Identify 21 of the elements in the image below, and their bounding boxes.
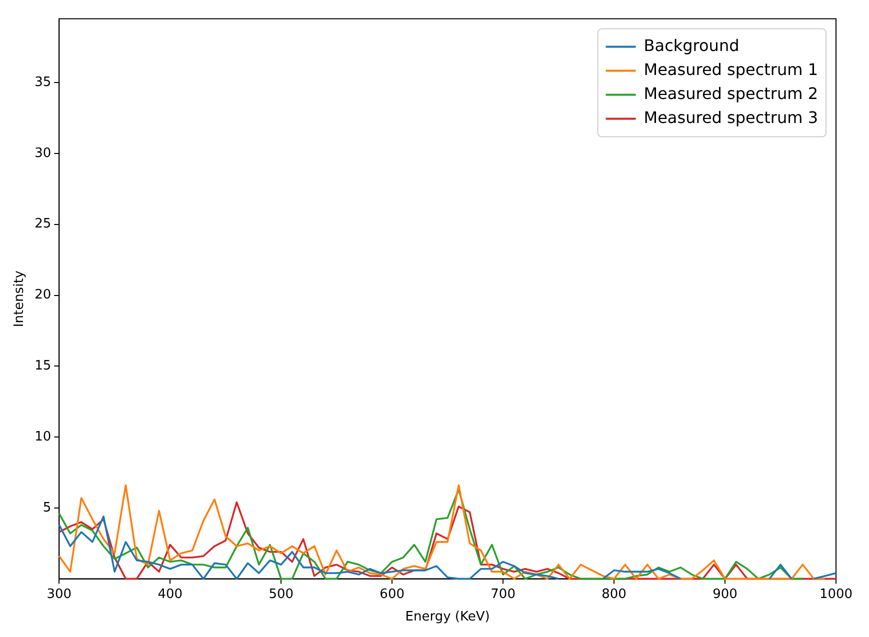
x-tick-label: 1000: [819, 586, 853, 602]
y-tick-label: 35: [34, 74, 52, 90]
x-tick-label: 300: [46, 586, 72, 602]
legend-label: Measured spectrum 1: [644, 60, 818, 79]
y-tick-label: 10: [34, 429, 52, 444]
x-tick-label: 900: [712, 586, 738, 602]
y-tick-label: 15: [34, 358, 52, 374]
x-tick-label: 700: [490, 586, 516, 602]
y-tick-label: 30: [34, 146, 52, 161]
x-tick-label: 800: [602, 586, 626, 602]
legend-label: Background: [644, 36, 740, 55]
y-tick-label: 20: [34, 288, 52, 303]
y-tick-label: 25: [34, 216, 52, 232]
x-tick-label: 500: [268, 586, 294, 602]
y-tick-label: 5: [42, 500, 52, 516]
x-axis-title: Energy (KeV): [405, 610, 490, 625]
x-tick-label: 600: [380, 586, 404, 602]
y-axis-title: Intensity: [12, 270, 28, 328]
x-tick-label: 400: [158, 586, 183, 602]
legend-label: Measured spectrum 3: [644, 108, 818, 127]
legend-label: Measured spectrum 2: [644, 84, 818, 103]
